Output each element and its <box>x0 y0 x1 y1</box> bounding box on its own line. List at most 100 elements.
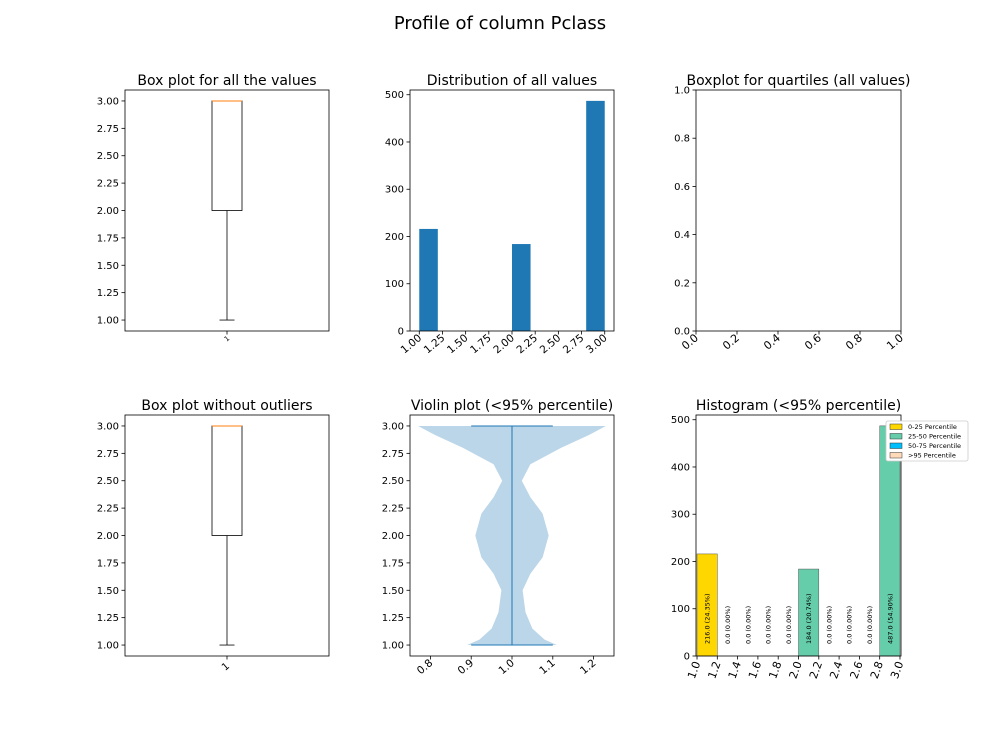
x-tick-label: 0.2 <box>720 331 742 352</box>
x-tick-label: 1.50 <box>445 332 471 356</box>
y-tick-label: 2.75 <box>97 449 119 460</box>
x-tick-label: 0.9 <box>456 657 477 677</box>
bar-data-label: 487.0 (54.90%) <box>886 593 894 644</box>
y-tick-label: 2.25 <box>97 504 119 515</box>
y-tick-label: 1.00 <box>382 641 404 652</box>
bar-data-label: 184.0 (20.74%) <box>805 593 813 644</box>
figure-title: Profile of column Pclass <box>394 13 606 34</box>
x-tick-label: 0.8 <box>843 331 865 352</box>
y-tick-label: 2.50 <box>97 476 119 487</box>
legend-label: 25-50 Percentile <box>908 433 961 441</box>
y-tick-label: 1.50 <box>382 586 404 597</box>
bar-data-label: 0.0 (0.00%) <box>744 606 752 644</box>
histogram-bar <box>419 228 438 331</box>
y-tick-label: 1.75 <box>97 558 119 569</box>
legend-swatch <box>889 423 903 430</box>
x-tick-label: 1 <box>220 661 232 674</box>
bar-data-label: 0.0 (0.00%) <box>825 606 833 644</box>
y-tick-label: 300 <box>671 510 690 521</box>
y-tick-label: 2.50 <box>97 151 119 162</box>
chart-title: Boxplot for quartiles (all values) <box>687 73 911 89</box>
y-tick-label: 300 <box>385 185 404 196</box>
y-tick-label: 1.25 <box>97 613 119 624</box>
x-tick-label: 0.8 <box>415 657 436 677</box>
y-tick-label: 1.75 <box>382 558 404 569</box>
x-tick-label: 1.4 <box>726 660 744 681</box>
y-tick-label: 2.75 <box>97 124 119 135</box>
chart-boxplot_all: Box plot for all the values 1.00 1.25 1.50 1… <box>97 73 330 343</box>
axes-frame <box>695 89 902 332</box>
y-tick-label: 3.00 <box>97 96 119 107</box>
y-tick-label: 3.00 <box>97 421 119 432</box>
x-tick-label: 3.0 <box>888 660 906 681</box>
x-tick-label: 2.00 <box>491 332 517 356</box>
y-tick-label: 1.00 <box>97 316 119 327</box>
chart-title: Distribution of all values <box>427 73 597 89</box>
y-tick-label: 1.25 <box>382 613 404 624</box>
y-tick-label: 0 <box>684 652 690 663</box>
x-tick-label: 1.25 <box>422 332 448 356</box>
y-tick-label: 0 <box>398 327 404 338</box>
y-tick-label: 200 <box>671 557 690 568</box>
y-tick-label: 1.00 <box>97 641 119 652</box>
y-tick-label: 2.00 <box>97 206 119 217</box>
y-tick-label: 0.2 <box>674 278 690 289</box>
x-tick-label: 1.0 <box>884 331 906 352</box>
y-tick-label: 0.0 <box>674 327 690 338</box>
bar-data-label: 216.0 (24.35%) <box>704 593 712 644</box>
y-tick-label: 0.4 <box>674 230 690 241</box>
y-tick-label: 1.50 <box>97 261 119 272</box>
y-tick-label: 100 <box>671 604 690 615</box>
legend-label: 0-25 Percentile <box>908 423 957 431</box>
legend-swatch <box>889 433 903 440</box>
legend-label: 50-75 Percentile <box>908 442 961 450</box>
x-tick-label: 2.2 <box>807 660 825 681</box>
x-tick-label: 0.4 <box>761 331 783 352</box>
chart-title: Box plot for all the values <box>137 73 316 89</box>
x-tick-label: 1 <box>223 334 232 343</box>
x-tick-label: 1.6 <box>746 660 764 681</box>
y-tick-label: 400 <box>385 137 404 148</box>
x-tick-label: 2.75 <box>561 332 587 356</box>
x-tick-label: 2.50 <box>538 332 564 356</box>
y-tick-label: 1.25 <box>97 288 119 299</box>
chart-violin: Violin plot (<95% percentile) 1.00 1.25 1.5… <box>382 398 615 677</box>
y-tick-label: 2.25 <box>97 179 119 190</box>
x-tick-label: 1.0 <box>685 660 703 681</box>
bar-data-label: 0.0 (0.00%) <box>785 606 793 644</box>
chart-boxplot_no_outliers: Box plot without outliers 1.00 1.25 1.50 1.7… <box>97 398 330 674</box>
bar-data-label: 0.0 (0.00%) <box>765 606 773 644</box>
x-tick-label: 1.2 <box>578 657 599 677</box>
bar-data-label: 0.0 (0.00%) <box>846 606 854 644</box>
y-tick-label: 0.6 <box>674 182 690 193</box>
histogram-bar <box>512 244 531 331</box>
legend-label: >95 Percentile <box>908 452 956 460</box>
chart-distribution: Distribution of all values 0 100 200 300 400 5… <box>385 73 615 356</box>
chart-title: Violin plot (<95% percentile) <box>411 398 613 414</box>
x-tick-label: 1.75 <box>468 332 494 356</box>
x-tick-label: 1.8 <box>766 660 784 681</box>
legend-swatch <box>889 442 903 449</box>
histogram-bar <box>586 100 605 332</box>
box-iqr <box>211 100 243 211</box>
x-tick-label: 2.0 <box>787 660 805 681</box>
y-tick-label: 2.25 <box>382 504 404 515</box>
x-tick-label: 2.25 <box>514 332 540 356</box>
y-tick-label: 500 <box>385 90 404 101</box>
y-tick-label: 2.50 <box>382 476 404 487</box>
y-tick-label: 1.75 <box>97 233 119 244</box>
bar-data-label: 0.0 (0.00%) <box>866 606 874 644</box>
y-tick-label: 500 <box>671 415 690 426</box>
x-tick-label: 3.00 <box>584 332 610 356</box>
x-tick-label: 2.6 <box>848 660 866 681</box>
y-tick-label: 2.75 <box>382 449 404 460</box>
legend-box <box>885 420 969 462</box>
bar-data-label: 0.0 (0.00%) <box>724 606 732 644</box>
y-tick-label: 200 <box>385 232 404 243</box>
x-tick-label: 1.1 <box>537 657 558 677</box>
box-iqr <box>211 425 243 536</box>
y-tick-label: 3.00 <box>382 421 404 432</box>
x-tick-label: 2.4 <box>827 660 845 681</box>
